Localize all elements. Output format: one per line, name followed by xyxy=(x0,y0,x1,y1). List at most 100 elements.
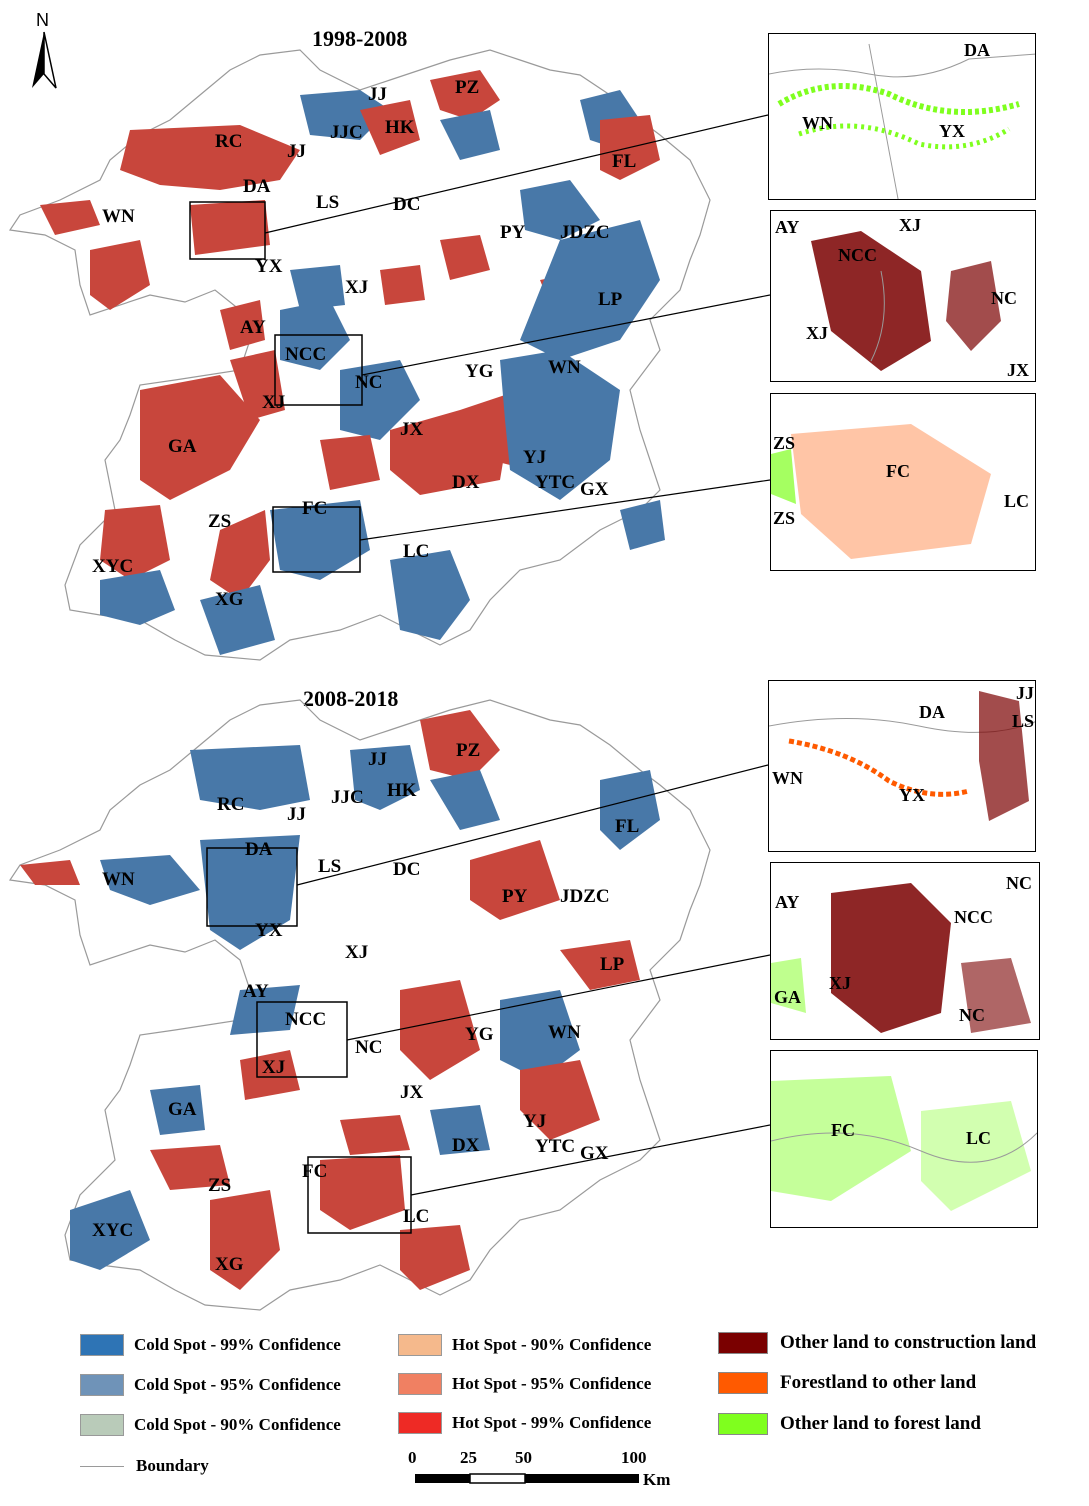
place-label: FL xyxy=(615,816,639,837)
connector-line xyxy=(410,1124,770,1196)
scale-tick-label: 25 xyxy=(460,1448,477,1467)
inset-label: NCC xyxy=(838,245,877,265)
place-label: DX xyxy=(452,1135,480,1156)
place-label: FL xyxy=(612,151,636,172)
place-label: ZS xyxy=(208,511,231,532)
place-label: HK xyxy=(387,780,417,801)
place-label: YTC xyxy=(535,1136,575,1157)
map-title-1: 1998-2008 xyxy=(312,26,408,51)
place-label: XJ xyxy=(262,1057,285,1078)
north-arrow-icon xyxy=(32,31,57,89)
map-title-2: 2008-2018 xyxy=(303,686,399,711)
place-label: YX xyxy=(255,256,283,277)
legend-label: Other land to construction land xyxy=(780,1332,1037,1353)
legend-label: Cold Spot - 90% Confidence xyxy=(134,1415,341,1434)
study-area-boundary xyxy=(8,49,711,661)
place-label: GA xyxy=(168,436,197,457)
legend-label: Cold Spot - 99% Confidence xyxy=(134,1335,341,1354)
inset-label: LC xyxy=(966,1128,991,1148)
legend-item-cold-90: Cold Spot - 90% Confidence xyxy=(80,1414,341,1436)
inset-label: WN xyxy=(772,768,803,788)
legend-label: Cold Spot - 95% Confidence xyxy=(134,1375,341,1394)
place-label: LP xyxy=(600,954,625,975)
inset-label: ZS xyxy=(773,508,795,528)
inset-top-2: AY XJ NCC NC XJ JX xyxy=(770,210,1036,382)
place-label: JX xyxy=(400,1082,424,1103)
place-label: JDZC xyxy=(560,886,610,907)
legend-swatch xyxy=(80,1414,124,1436)
legend-swatch xyxy=(718,1332,768,1354)
legend-swatch xyxy=(80,1334,124,1356)
inset-bottom-2: NC AY NCC XJ GA NC xyxy=(770,862,1040,1040)
inset-box-2 xyxy=(274,334,363,406)
place-label: WN xyxy=(102,869,135,890)
inset-label: JJ xyxy=(1016,683,1034,703)
scale-bar-graphic xyxy=(415,1473,639,1484)
inset-label: GA xyxy=(774,987,801,1007)
place-label: NCC xyxy=(285,1009,326,1030)
inset-label: AY xyxy=(775,217,799,237)
place-label: DA xyxy=(243,176,271,197)
legend-item-hot-95: Hot Spot - 95% Confidence xyxy=(398,1373,651,1395)
scale-tick-label: 100 xyxy=(621,1448,647,1467)
place-label: YJ xyxy=(523,1111,546,1132)
inset-label: DA xyxy=(964,40,990,60)
place-label: LS xyxy=(316,192,339,213)
legend-swatch xyxy=(398,1412,442,1434)
place-label: JDZC xyxy=(560,222,610,243)
inset-label: YX xyxy=(899,785,925,805)
place-label: XYC xyxy=(92,1220,133,1241)
inset-label: NC xyxy=(959,1005,985,1025)
inset-label: ZS xyxy=(773,433,795,453)
place-label: GA xyxy=(168,1099,197,1120)
scale-bar: 0 25 50 100 Km xyxy=(405,1448,685,1494)
place-label: PY xyxy=(500,222,526,243)
place-label: GX xyxy=(580,479,609,500)
legend-label: Other land to forest land xyxy=(780,1413,981,1434)
inset-map: FC LC xyxy=(771,1076,1037,1211)
north-label: N xyxy=(36,10,49,30)
place-label: XJ xyxy=(262,392,285,413)
place-label: DC xyxy=(393,859,420,880)
legend-item-forest-to-other: Forestland to other land xyxy=(718,1372,976,1394)
legend-item-cold-99: Cold Spot - 99% Confidence xyxy=(80,1334,341,1356)
map-labels: JJ PZ RC JJ JJC HK FL DA WN LS DC PY JDZ… xyxy=(92,740,639,1275)
inset-top-1: DA WN YX xyxy=(768,33,1036,200)
inset-label: FC xyxy=(886,461,910,481)
place-label: JJ xyxy=(287,141,306,162)
inset-label: XJ xyxy=(829,973,851,993)
place-label: WN xyxy=(102,206,135,227)
legend-label: Hot Spot - 95% Confidence xyxy=(452,1374,652,1393)
place-label: PZ xyxy=(456,740,480,761)
place-label: XYC xyxy=(92,556,133,577)
connector-line xyxy=(296,764,769,886)
place-label: JX xyxy=(400,419,424,440)
inset-map: DA JJ LS WN YX xyxy=(769,683,1035,821)
inset-map: AY XJ NCC NC XJ JX xyxy=(775,215,1029,380)
place-label: YTC xyxy=(535,472,575,493)
legend-item-other-to-forest: Other land to forest land xyxy=(718,1413,981,1435)
place-label: NCC xyxy=(285,344,326,365)
place-label: DX xyxy=(452,472,480,493)
hot-cold-spot-patches xyxy=(20,710,660,1290)
place-label: ZS xyxy=(208,1175,231,1196)
connector-line xyxy=(264,114,769,234)
place-label: RC xyxy=(215,131,242,152)
scale-tick-label: 50 xyxy=(515,1448,532,1467)
place-label: LC xyxy=(403,1206,429,1227)
place-label: DA xyxy=(245,839,273,860)
legend-swatch xyxy=(718,1413,768,1435)
legend-item-construction: Other land to construction land xyxy=(718,1332,1036,1354)
inset-box-1 xyxy=(189,201,266,260)
connector-line xyxy=(346,954,770,1041)
legend-item-cold-95: Cold Spot - 95% Confidence xyxy=(80,1374,341,1396)
inset-label: LS xyxy=(1012,711,1034,731)
place-label: WN xyxy=(548,1022,581,1043)
place-label: PY xyxy=(502,886,528,907)
legend-swatch xyxy=(80,1374,124,1396)
place-label: JJ xyxy=(368,84,387,105)
inset-label: DA xyxy=(919,702,945,722)
inset-label: LC xyxy=(1004,491,1029,511)
place-label: GX xyxy=(580,1143,609,1164)
inset-map: DA WN YX xyxy=(769,40,1035,199)
